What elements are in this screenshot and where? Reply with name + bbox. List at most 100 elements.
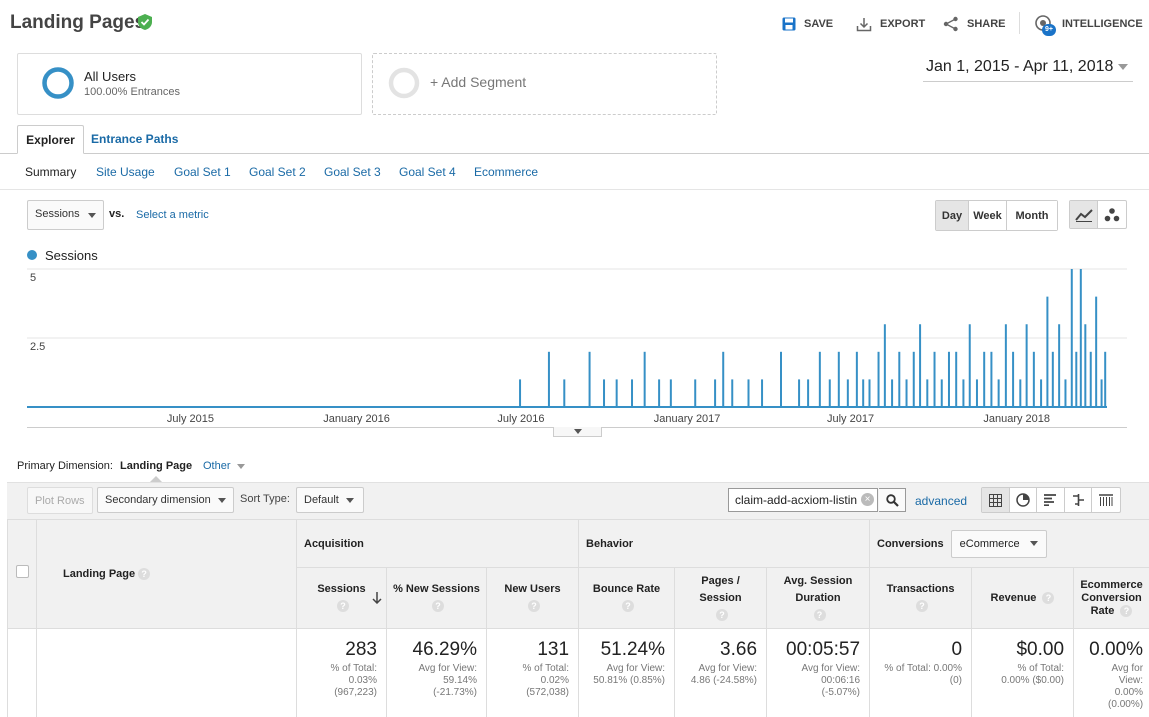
subtab-summary[interactable]: Summary (25, 165, 77, 179)
subtab-goal-set-1[interactable]: Goal Set 1 (174, 165, 231, 179)
chevron-down-icon[interactable] (1118, 64, 1128, 70)
total-avg-session-duration: 00:05:57 Avg for View: 00:06:16 (-5.07%) (766, 628, 871, 717)
x-tick-label: January 2016 (323, 413, 390, 425)
column-label: Avg. Session Duration (783, 574, 853, 604)
sort-type-select[interactable]: Default (296, 487, 364, 513)
date-range-picker[interactable]: Jan 1, 2015 - Apr 11, 2018 (926, 58, 1114, 75)
select-all-cell (7, 519, 37, 629)
period-week-button[interactable]: Week (969, 201, 1007, 230)
column-header-bounce-rate[interactable]: Bounce Rate ? (578, 567, 676, 629)
segment-all-users[interactable] (17, 53, 362, 115)
primary-dimension-landing-page[interactable]: Landing Page (120, 460, 193, 472)
column-header-avg-session-duration[interactable]: Avg. Session Duration ? (766, 567, 871, 629)
report-table: Landing Page? Acquisition Behavior Conve… (7, 519, 1149, 717)
totals-row: 283 % of Total: 0.03% (967,223) 46.29% Avg… (7, 628, 1149, 717)
metric-select[interactable]: Sessions (27, 200, 104, 230)
column-header-sessions[interactable]: Sessions ? (296, 567, 387, 629)
help-icon[interactable]: ? (1042, 591, 1055, 604)
period-day-button[interactable]: Day (936, 201, 969, 230)
primary-dimension-other[interactable]: Other (203, 460, 245, 472)
add-segment-label: + Add Segment (430, 74, 527, 90)
help-icon[interactable]: ? (813, 608, 826, 621)
share-button[interactable]: SHARE (943, 14, 1006, 34)
clear-search-icon[interactable]: × (861, 493, 874, 506)
total-value: 00:05:57 (786, 639, 861, 660)
group-acquisition: Acquisition (295, 519, 580, 568)
line-chart-button[interactable] (1070, 201, 1099, 228)
help-icon[interactable]: ? (716, 608, 729, 621)
help-icon[interactable]: ? (138, 567, 151, 580)
column-header-new-sessions[interactable]: % New Sessions ? (386, 567, 487, 629)
select-metric-link[interactable]: Select a metric (136, 209, 209, 221)
intelligence-label: INTELLIGENCE (1062, 18, 1143, 30)
sessions-chart[interactable]: 5 2.5 July 2015 January 2016 July 2016 Januar… (0, 262, 1149, 428)
select-all-checkbox[interactable] (15, 564, 29, 578)
subtab-goal-set-3[interactable]: Goal Set 3 (324, 165, 381, 179)
pie-chart-icon (1016, 493, 1030, 507)
segment-name: All Users (84, 69, 137, 84)
share-label: SHARE (967, 18, 1006, 30)
intelligence-icon: 9+ (1034, 14, 1056, 36)
intelligence-button[interactable]: 9+ INTELLIGENCE (1034, 14, 1143, 36)
column-header-revenue[interactable]: Revenue ? (971, 567, 1075, 629)
percentage-view-button[interactable] (1010, 488, 1038, 512)
empty-segment-icon (388, 67, 420, 99)
grid-table-icon (988, 493, 1002, 507)
search-icon (885, 493, 899, 507)
dimension-header-label: Landing Page (63, 567, 136, 580)
help-icon[interactable]: ? (337, 600, 349, 613)
metric-select-value: Sessions (35, 208, 80, 220)
total-new-sessions: 46.29% Avg for View: 59.14% (-21.73%) (386, 628, 487, 717)
column-header-ecommerce-conversion-rate[interactable]: Ecommerce Conversion Rate ? (1073, 567, 1149, 629)
sort-descending-icon (372, 592, 382, 604)
help-icon[interactable]: ? (916, 600, 929, 613)
column-label: Revenue (990, 591, 1037, 604)
x-tick-label: January 2017 (654, 413, 721, 425)
plot-rows-button[interactable]: Plot Rows (27, 487, 93, 514)
export-button[interactable]: EXPORT (856, 14, 925, 34)
tab-explorer[interactable]: Explorer (17, 125, 84, 154)
segment-subtitle: 100.00% Entrances (84, 86, 181, 98)
column-header-new-users[interactable]: New Users ? (485, 567, 580, 629)
tab-entrance-paths[interactable]: Entrance Paths (91, 132, 179, 146)
primary-dimension-pointer (150, 476, 162, 482)
performance-view-button[interactable] (1037, 488, 1065, 512)
column-header-transactions[interactable]: Transactions ? (869, 567, 973, 629)
subtab-site-usage[interactable]: Site Usage (96, 165, 155, 179)
data-view-button[interactable] (982, 488, 1010, 512)
advanced-filter-link[interactable]: advanced (915, 494, 968, 508)
search-button[interactable] (879, 488, 906, 512)
save-button[interactable]: SAVE (782, 14, 833, 34)
pivot-table-icon (1099, 494, 1114, 506)
help-icon[interactable]: ? (622, 600, 635, 613)
help-icon[interactable]: ? (528, 600, 540, 613)
x-tick-label: July 2017 (827, 413, 874, 425)
comparison-view-button[interactable] (1065, 488, 1093, 512)
help-icon[interactable]: ? (1120, 604, 1133, 617)
total-value: 46.29% (412, 639, 477, 660)
help-icon[interactable]: ? (432, 600, 444, 613)
total-value: 131 (537, 639, 570, 660)
motion-chart-button[interactable] (1098, 201, 1126, 228)
secondary-dimension-select[interactable]: Secondary dimension (97, 487, 234, 513)
add-segment-button[interactable] (372, 53, 717, 115)
subtab-goal-set-2[interactable]: Goal Set 2 (249, 165, 306, 179)
chart-collapse-handle[interactable] (553, 427, 602, 437)
sort-type-label: Sort Type: (240, 493, 290, 505)
toolbar-divider (1019, 12, 1020, 34)
pivot-view-button[interactable] (1092, 488, 1120, 512)
subtab-ecommerce[interactable]: Ecommerce (474, 165, 539, 179)
column-header-pages-session[interactable]: Pages / Session ? (674, 567, 768, 629)
line-chart-icon (1074, 208, 1093, 222)
secondary-dimension-label: Secondary dimension (105, 494, 211, 506)
dimension-header[interactable]: Landing Page? (36, 519, 297, 629)
subtab-goal-set-4[interactable]: Goal Set 4 (399, 165, 456, 179)
period-toggle: Day Week Month (935, 200, 1058, 231)
primary-dimension-label: Primary Dimension: (17, 460, 113, 472)
conversions-goal-select[interactable]: eCommerce (950, 529, 1047, 558)
conversions-select-value: eCommerce (959, 537, 1020, 550)
chevron-down-icon (574, 429, 582, 434)
notification-badge: 9+ (1042, 24, 1056, 36)
table-search-input[interactable]: claim-add-acxiom-listin (728, 488, 878, 512)
period-month-button[interactable]: Month (1007, 201, 1057, 230)
